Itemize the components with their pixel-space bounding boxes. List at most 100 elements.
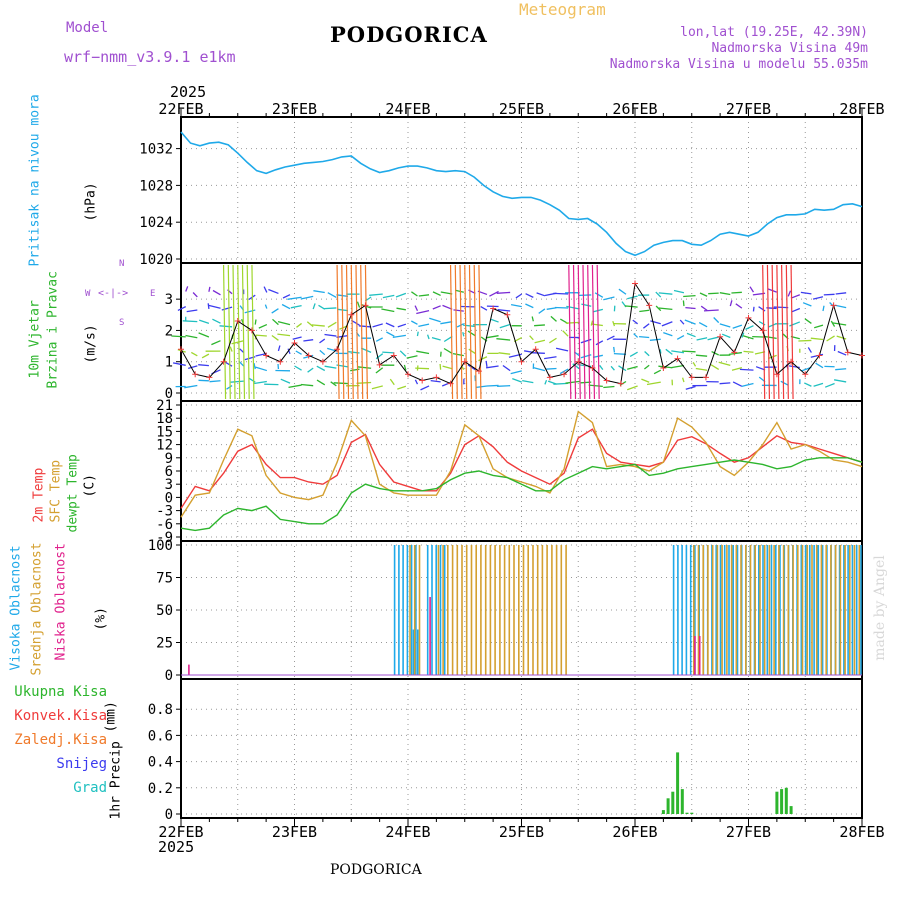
wind-arrow [375,353,384,360]
wind-arrow [415,367,430,370]
cloud-bar-0 [736,545,739,675]
wind-arrow [650,320,661,325]
bottom-date-label: 23FEB [272,823,317,841]
wind-arrow [410,320,418,325]
wind-arrow [594,292,604,298]
cloud-bar-1 [754,545,756,675]
wind-arrow [496,338,511,341]
wind-arrow [311,324,325,327]
precip-legend-item: Konvek.Kisa [14,708,107,724]
cloud-bar-0 [694,545,696,675]
wind-arrow [295,350,302,355]
wind-arrow [815,362,824,369]
wind-arrow [312,303,316,310]
wind-arrow [272,318,279,326]
wind-arrow [497,309,511,312]
bottom-date-label: 27FEB [726,823,771,841]
wind-arrow [209,380,221,383]
wind-speed-marker [802,371,809,378]
wind-arrow [713,317,720,324]
wind-speed-marker [646,302,653,309]
wind-arrow [254,319,257,325]
temp-2m-line [180,428,863,509]
wind-arrow [439,363,442,370]
wind-arrow [565,321,580,324]
y-tick-label: 3 [165,477,173,493]
cloud-bar-1 [532,545,534,675]
wind-speed-marker [773,371,780,378]
wind-speed-marker [816,352,823,359]
y-tick-label: 25 [156,636,173,652]
wind-speed-marker [405,371,411,378]
wind-band [587,264,591,400]
wind-arrow [719,292,731,296]
wind-speed-marker [589,364,596,371]
wind-speed-marker [376,361,383,368]
wind-arrow [683,294,696,298]
wind-arrow [207,303,210,310]
cloud-bar-0 [435,545,437,675]
wind-arrow [830,320,836,327]
wind-band [222,264,227,400]
wind-speed-marker [447,380,454,387]
wind-speed-marker [206,374,213,381]
cloud-bar-1 [484,545,487,675]
wind-arrow [649,338,661,341]
cloud-bar-1 [797,545,799,675]
wind-arrow [836,335,847,340]
wind-arrow [629,351,638,357]
cloud-bar-0 [715,545,717,675]
wind-speed-marker [717,333,724,340]
wind-arrow [396,307,406,311]
wind-arrow [467,364,476,371]
wind-arrow [613,346,616,353]
cloud-bar-0 [779,545,781,675]
wind-arrow [382,294,395,299]
wind-arrow [288,384,302,389]
wind-speed-marker [362,302,369,309]
wind-arrow [324,333,337,337]
wind-arrow [787,290,792,297]
wind-arrow [226,385,233,390]
wind-arrow [406,355,418,359]
wind-speed-marker [788,358,795,365]
wind-arrow [443,347,453,355]
wind-arrow [544,379,548,385]
cloud-bar-0 [758,545,760,675]
wind-arrow [198,379,209,382]
wind-arrow [416,350,430,355]
wind-arrow [763,335,777,339]
cloud-bar-1 [565,545,567,675]
wind-arrow [546,307,557,310]
wind-arrow [467,330,476,337]
wind-arrow [531,316,534,322]
cloud-bar-1 [494,545,496,675]
wind-arrow [324,365,337,369]
wind-arrow [550,315,557,322]
y-tick-label: 0 [165,807,173,823]
cloud-bar-0 [415,545,417,675]
wind-arrow [486,384,499,387]
wind-arrow [198,332,210,338]
y-tick-label: 0 [165,386,173,402]
wind-arrow [385,322,395,328]
cloud-bar-1 [763,545,766,675]
wind-speed-marker [461,358,468,365]
wind-arrow [358,325,372,328]
cloud-bar-1 [740,545,742,675]
wind-arrow [499,323,511,329]
cloud-bar-1 [820,545,823,675]
cloud-bar-1 [830,545,832,675]
cloud-bar-1 [499,545,501,675]
cloud-bar-0 [402,545,404,675]
wind-arrow [588,384,603,388]
cloud-bar-1 [470,545,473,675]
wind-arrow [442,365,453,370]
wind-arrow [599,364,604,371]
wind-arrow [395,292,407,298]
wind-arrow [644,351,650,357]
cloud-bar-0 [398,545,400,675]
wind-arrow [633,333,639,338]
wind-band [360,264,364,400]
wind-band [227,264,231,400]
